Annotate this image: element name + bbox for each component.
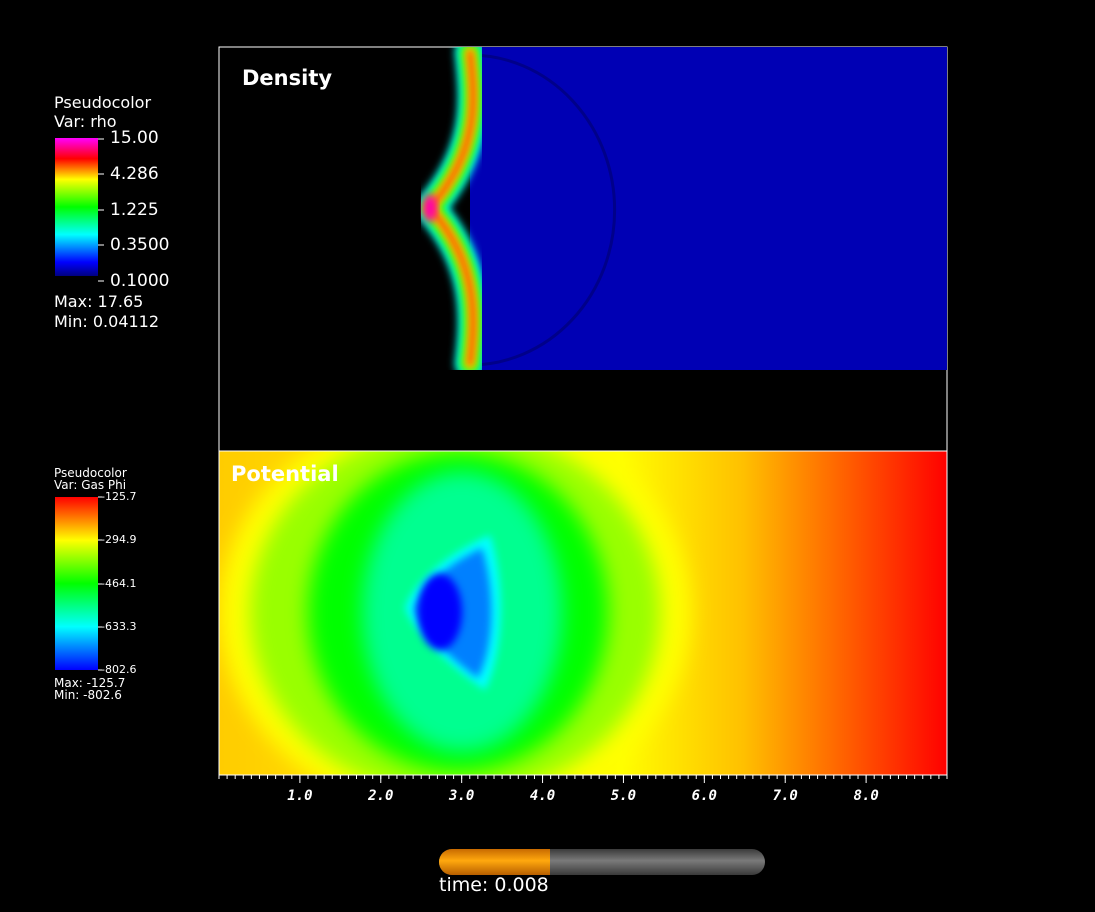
density-legend-header: Pseudocolor	[54, 93, 152, 112]
x-axis-tick-label: 8.0	[853, 788, 879, 804]
potential-colorbar-tick-label: -802.6	[101, 663, 137, 676]
potential-title: Potential	[231, 462, 339, 486]
x-axis-tick-label: 4.0	[529, 788, 556, 804]
density-shock-arc	[469, 53, 617, 367]
density-peak	[423, 194, 437, 222]
density-colorbar-tick-label: 1.225	[110, 200, 159, 220]
density-legend-max: Max: 17.65	[54, 292, 144, 311]
x-axis-tick-label: 1.0	[287, 788, 313, 804]
potential-colorbar-tick-label: -294.9	[101, 533, 137, 546]
x-axis-major-ticks	[299, 775, 867, 783]
potential-colorbar-tick-label: -125.7	[101, 490, 137, 503]
x-axis-tick-label: 5.0	[610, 788, 637, 804]
x-axis-minor-ticks	[218, 775, 948, 779]
density-colorbar-tick-label: 0.1000	[110, 271, 170, 291]
potential-minimum	[418, 574, 462, 650]
potential-legend-min: Min: -802.6	[54, 688, 122, 702]
density-colorbar-tick-label: 4.286	[110, 164, 159, 184]
time-slider-fill	[439, 849, 550, 875]
density-legend-min: Min: 0.04112	[54, 312, 160, 331]
potential-colorbar	[55, 497, 98, 670]
time-slider[interactable]	[439, 849, 765, 875]
x-axis-tick-label: 7.0	[772, 788, 798, 804]
potential-legend-max: Max: -125.7	[54, 676, 126, 690]
density-colorbar-tick-label: 15.00	[110, 128, 159, 148]
density-legend-var: Var: rho	[54, 112, 117, 131]
density-colorbar-ticks	[98, 138, 104, 282]
potential-colorbar-tick-label: -464.1	[101, 577, 137, 590]
density-title: Density	[242, 66, 333, 90]
density-ambient-field	[470, 47, 947, 370]
x-axis-tick-label: 2.0	[368, 788, 394, 804]
density-colorbar-tick-label: 0.3500	[110, 235, 170, 255]
potential-colorbar-tick-label: -633.3	[101, 620, 137, 633]
potential-legend-header: Pseudocolor	[54, 466, 127, 480]
potential-colorbar-ticks	[98, 496, 102, 671]
density-colorbar	[55, 138, 98, 276]
x-axis-tick-label: 6.0	[691, 788, 717, 804]
potential-legend-var: Var: Gas Phi	[54, 478, 127, 492]
x-axis-tick-label: 3.0	[449, 788, 475, 804]
potential-plot	[219, 451, 947, 775]
density-plot	[410, 47, 947, 370]
time-label: time: 0.008	[439, 874, 549, 896]
